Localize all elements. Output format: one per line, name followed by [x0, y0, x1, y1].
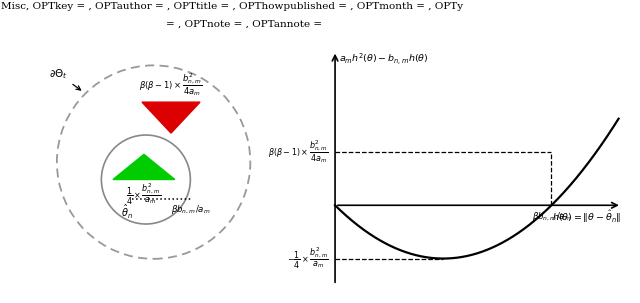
- Text: $\beta b_{n,m}/a_m$: $\beta b_{n,m}/a_m$: [532, 211, 572, 223]
- Text: $\beta(\beta-1)\times\dfrac{b^2_{n,m}}{4a_m}$: $\beta(\beta-1)\times\dfrac{b^2_{n,m}}{4…: [140, 72, 203, 98]
- Polygon shape: [113, 154, 175, 179]
- Text: $\beta(\beta-1)\times\dfrac{b^2_{n,m}}{4a_m}$: $\beta(\beta-1)\times\dfrac{b^2_{n,m}}{4…: [268, 139, 328, 165]
- Text: $\hat{\theta}_n$: $\hat{\theta}_n$: [120, 203, 132, 221]
- Text: $\dfrac{1}{4}\times\dfrac{b^2_{n,m}}{a_m}$: $\dfrac{1}{4}\times\dfrac{b^2_{n,m}}{a_m…: [126, 181, 161, 207]
- Text: $a_m h^2(\theta)-b_{n,m}h(\theta)$: $a_m h^2(\theta)-b_{n,m}h(\theta)$: [339, 52, 429, 67]
- Polygon shape: [142, 102, 200, 133]
- Text: $h(\theta)=\|\theta-\hat{\theta}_n\|$: $h(\theta)=\|\theta-\hat{\theta}_n\|$: [552, 208, 621, 225]
- Text: Misc, OPTkey = , OPTauthor = , OPTtitle = , OPThowpublished = , OPTmonth = , OPT: Misc, OPTkey = , OPTauthor = , OPTtitle …: [1, 2, 463, 11]
- Text: = , OPTnote = , OPTannote =: = , OPTnote = , OPTannote =: [166, 20, 323, 29]
- Text: $\beta b_{n,m}/a_m$: $\beta b_{n,m}/a_m$: [171, 203, 211, 215]
- Text: $-\dfrac{1}{4}\times\dfrac{b^2_{n,m}}{a_m}$: $-\dfrac{1}{4}\times\dfrac{b^2_{n,m}}{a_…: [287, 246, 328, 271]
- Text: $\partial\Theta_t$: $\partial\Theta_t$: [49, 67, 81, 90]
